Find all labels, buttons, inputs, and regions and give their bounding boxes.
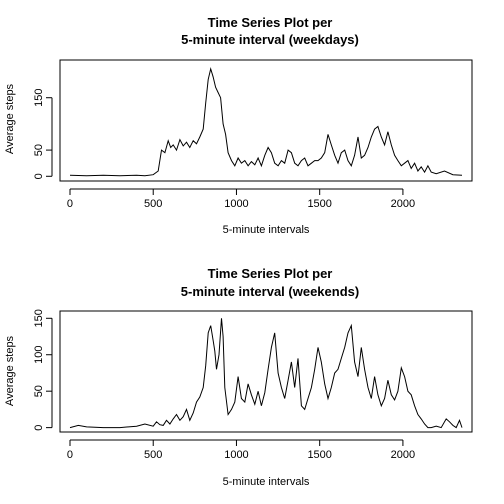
y-tick-label: 0 xyxy=(33,425,45,431)
plot-box xyxy=(59,59,473,182)
chart-title-line-1: Time Series Plot per xyxy=(208,266,333,281)
y-tick-label: 100 xyxy=(33,346,45,364)
x-tick-label: 0 xyxy=(67,449,73,461)
y-axis-label: Average steps xyxy=(4,335,16,406)
x-axis: 0 500 1000 1500 2000 xyxy=(67,188,415,210)
y-tick-label: 150 xyxy=(33,89,45,107)
chart-title-line-2: 5-minute interval (weekends) xyxy=(181,284,359,299)
chart-weekdays: Time Series Plot per 5-minute interval (… xyxy=(4,15,473,236)
x-tick-label: 500 xyxy=(144,449,162,461)
chart-title-line-2: 5-minute interval (weekdays) xyxy=(181,32,359,47)
y-tick-label: 0 xyxy=(33,173,45,179)
x-tick-label: 1000 xyxy=(224,449,248,461)
weekend-steps-line xyxy=(69,318,463,429)
x-axis: 0 500 1000 1500 2000 xyxy=(67,439,415,461)
plot-box xyxy=(59,310,473,433)
y-axis: 0 50 100 150 xyxy=(33,309,53,431)
y-tick-label: 150 xyxy=(33,309,45,327)
x-tick-label: 0 xyxy=(67,198,73,210)
x-axis-label: 5-minute intervals xyxy=(223,476,310,488)
x-tick-label: 2000 xyxy=(391,198,415,210)
chart-title-line-1: Time Series Plot per xyxy=(208,15,333,30)
y-tick-label: 50 xyxy=(33,385,45,397)
chart-weekends: Time Series Plot per 5-minute interval (… xyxy=(4,266,473,488)
x-tick-label: 1000 xyxy=(224,198,248,210)
x-axis-label: 5-minute intervals xyxy=(223,224,310,236)
y-axis-label: Average steps xyxy=(4,83,16,154)
x-tick-label: 1500 xyxy=(307,449,331,461)
x-tick-label: 1500 xyxy=(307,198,331,210)
y-axis: 0 50 150 xyxy=(33,89,53,179)
weekday-steps-line xyxy=(69,66,463,177)
y-tick-label: 50 xyxy=(33,144,45,156)
x-tick-label: 500 xyxy=(144,198,162,210)
x-tick-label: 2000 xyxy=(391,449,415,461)
